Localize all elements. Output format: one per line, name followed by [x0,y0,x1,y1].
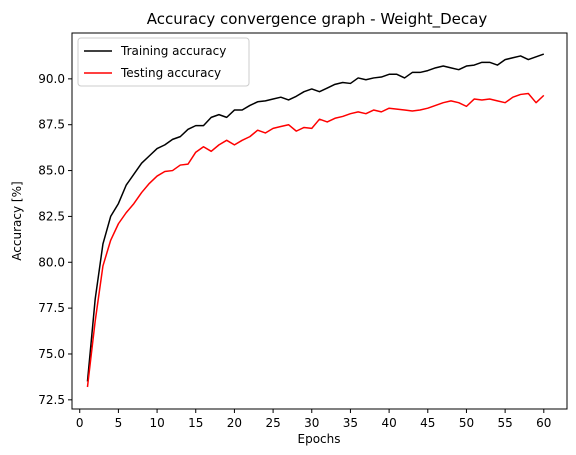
x-axis-ticks: 0 5 10 15 20 25 30 35 40 45 50 55 60 [76,409,551,430]
y-tick-label: 80.0 [38,255,65,269]
legend-box [77,37,250,87]
y-axis-label: Accuracy [%] [10,181,24,260]
x-axis-label: Epochs [298,432,341,446]
x-tick-label: 60 [536,416,551,430]
y-tick-label: 90.0 [38,72,65,86]
x-tick-label: 30 [304,416,319,430]
x-tick-label: 45 [420,416,435,430]
x-tick-label: 50 [459,416,474,430]
x-tick-label: 35 [343,416,358,430]
plot-frame [71,32,568,410]
plot-lines [86,53,545,388]
x-tick-label: 40 [381,416,396,430]
y-tick-label: 82.5 [38,209,65,223]
x-tick-label: 0 [76,416,84,430]
x-tick-label: 55 [497,416,512,430]
y-tick-label: 85.0 [38,164,65,178]
y-tick-label: 77.5 [38,301,65,315]
y-tick-label: 87.5 [38,118,65,132]
series-line-1 [86,92,545,388]
x-tick-label: 10 [149,416,164,430]
x-tick-label: 20 [227,416,242,430]
series-line-0 [86,53,545,382]
y-tick-label: 72.5 [38,393,65,407]
legend: Training accuracy Testing accuracy [77,37,250,87]
x-tick-label: 15 [188,416,203,430]
legend-label-testing: Testing accuracy [120,66,221,80]
y-axis-ticks: 72.5 75.0 77.5 80.0 82.5 85.0 87.5 90.0 [38,72,72,407]
x-tick-label: 25 [265,416,280,430]
chart-title: Accuracy convergence graph - Weight_Deca… [147,10,488,29]
legend-label-training: Training accuracy [120,44,226,58]
x-tick-label: 5 [115,416,123,430]
y-tick-label: 75.0 [38,347,65,361]
